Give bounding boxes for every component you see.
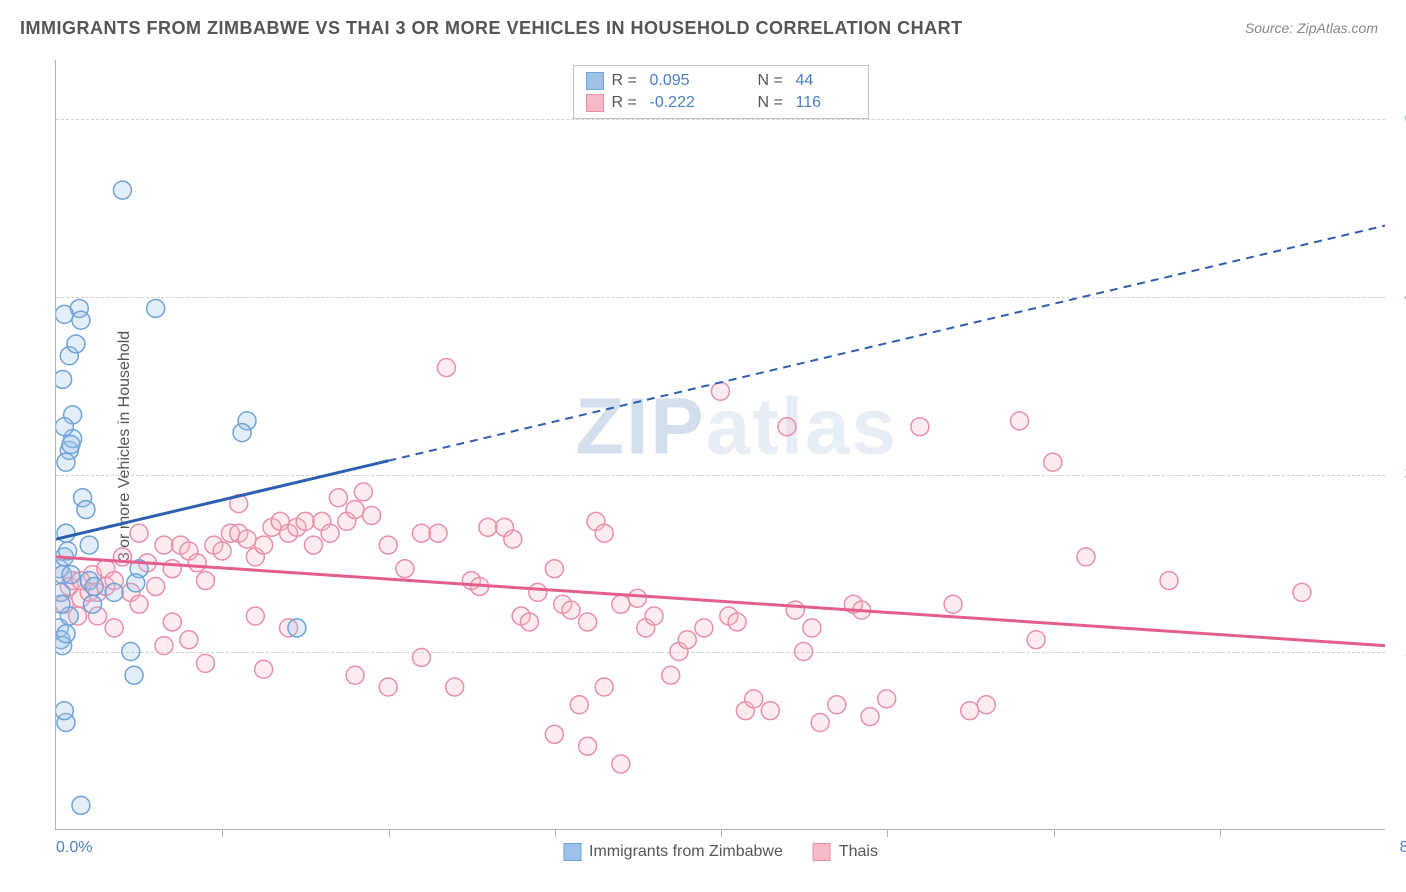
legend-item-series1: Immigrants from Zimbabwe — [563, 843, 783, 861]
chart-title: IMMIGRANTS FROM ZIMBABWE VS THAI 3 OR MO… — [20, 18, 963, 39]
n-label-2: N = — [758, 94, 788, 112]
legend-label-series2: Thais — [839, 843, 878, 861]
y-tick-label: 45.0% — [1390, 288, 1406, 306]
scatter-svg — [56, 60, 1385, 829]
n-value-1: 44 — [796, 72, 856, 90]
y-tick-label: 15.0% — [1390, 643, 1406, 661]
legend-item-series2: Thais — [813, 843, 878, 861]
legend-swatch-series2 — [813, 843, 831, 861]
x-axis-max-label: 80.0% — [1400, 839, 1406, 857]
series-legend: Immigrants from Zimbabwe Thais — [563, 843, 878, 861]
n-label-1: N = — [758, 72, 788, 90]
y-tick-label: 30.0% — [1390, 466, 1406, 484]
x-axis-min-label: 0.0% — [56, 839, 92, 857]
r-value-2: -0.222 — [650, 94, 750, 112]
legend-swatch-series1 — [563, 843, 581, 861]
stats-row-series1: R = 0.095 N = 44 — [582, 70, 860, 92]
swatch-series1 — [586, 72, 604, 90]
plot-area: ZIPatlas R = 0.095 N = 44 R = -0.222 N =… — [55, 60, 1385, 830]
stats-row-series2: R = -0.222 N = 116 — [582, 92, 860, 114]
stats-legend: R = 0.095 N = 44 R = -0.222 N = 116 — [573, 65, 869, 119]
swatch-series2 — [586, 94, 604, 112]
y-tick-label: 60.0% — [1390, 110, 1406, 128]
source-attribution: Source: ZipAtlas.com — [1245, 20, 1378, 36]
r-label-2: R = — [612, 94, 642, 112]
n-value-2: 116 — [796, 94, 856, 112]
chart-container: IMMIGRANTS FROM ZIMBABWE VS THAI 3 OR MO… — [0, 0, 1406, 892]
r-value-1: 0.095 — [650, 72, 750, 90]
legend-label-series1: Immigrants from Zimbabwe — [589, 843, 783, 861]
r-label-1: R = — [612, 72, 642, 90]
